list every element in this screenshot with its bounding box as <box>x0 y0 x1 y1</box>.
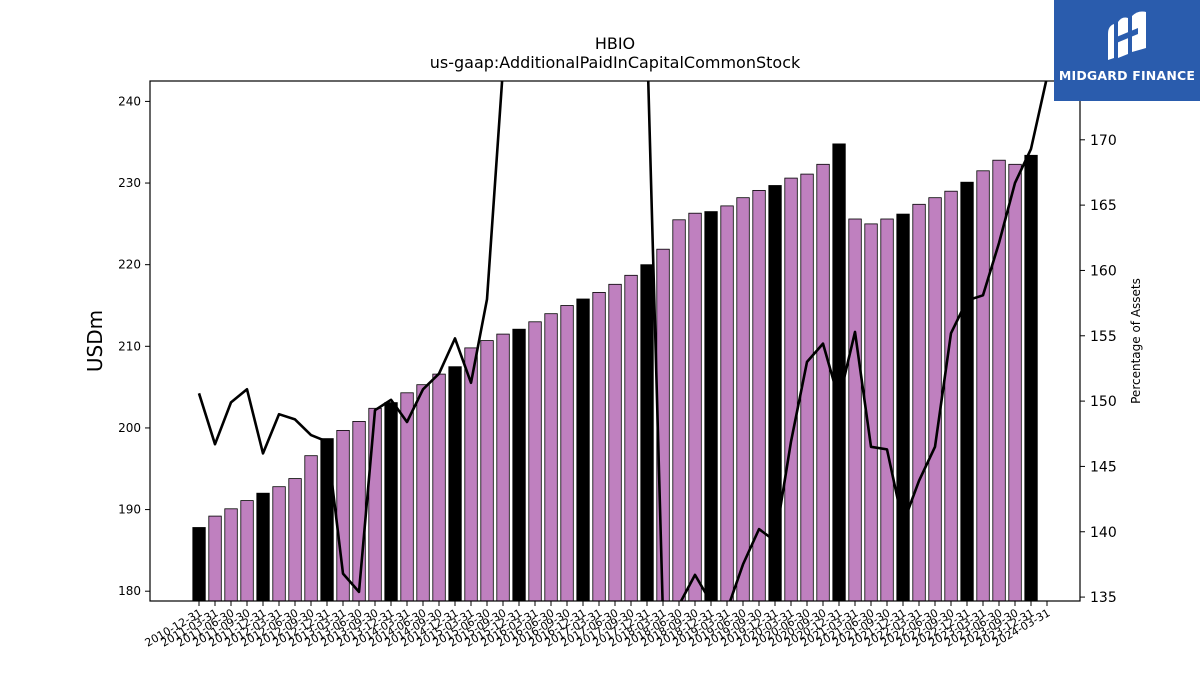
bar <box>240 500 254 602</box>
brand-logo: MIDGARD FINANCE <box>1054 0 1200 101</box>
y-axis-label: USDm <box>83 310 107 372</box>
bar <box>688 212 702 602</box>
axes: 180 190 200 210 220 230 240 135 140 145 150 155 160 1… <box>118 80 1117 650</box>
bar <box>976 170 990 602</box>
bar <box>512 328 526 602</box>
y-tick-label: 230 <box>118 176 141 190</box>
bar <box>928 197 942 602</box>
y-tick-label: 190 <box>118 503 141 517</box>
chart-subtitle: us-gaap:AdditionalPaidInCapitalCommonSto… <box>430 53 801 72</box>
bar <box>448 366 462 602</box>
y-tick-label: 200 <box>118 421 141 435</box>
y-tick-label: 240 <box>118 94 141 108</box>
bar <box>320 438 334 602</box>
bar <box>1024 154 1038 602</box>
bar <box>272 486 286 602</box>
y-tick-label: 210 <box>118 339 141 353</box>
bar <box>960 181 974 602</box>
bar <box>400 392 414 602</box>
bar <box>544 313 558 602</box>
bar <box>256 492 270 602</box>
bar <box>352 420 366 602</box>
bar <box>592 291 606 602</box>
bar <box>480 340 494 602</box>
chart-title: HBIO <box>595 34 635 53</box>
bar <box>736 197 750 602</box>
y2-tick-label: 145 <box>1090 459 1117 475</box>
bar <box>560 305 574 602</box>
y2-axis-label: Percentage of Assets <box>1129 278 1143 404</box>
bar <box>624 274 638 602</box>
bar <box>576 298 590 602</box>
brand-name: MIDGARD FINANCE <box>1058 68 1196 83</box>
bar <box>288 478 302 602</box>
bar <box>832 143 846 602</box>
y2-tick-label: 135 <box>1090 590 1117 606</box>
bar <box>1008 163 1022 602</box>
bar <box>880 218 894 602</box>
bar <box>528 321 542 602</box>
bar <box>464 347 478 602</box>
bar <box>384 402 398 602</box>
bar <box>672 219 686 602</box>
bar <box>896 213 910 602</box>
bar <box>304 455 318 602</box>
bar <box>704 211 718 602</box>
bar <box>368 407 382 602</box>
y2-tick-label: 150 <box>1090 394 1117 410</box>
bar <box>608 283 622 602</box>
y2-tick-label: 140 <box>1090 525 1117 541</box>
brand-mark-icon <box>1108 11 1146 60</box>
y2-tick-label: 165 <box>1090 198 1117 214</box>
bar <box>848 218 862 602</box>
y-tick-label: 180 <box>118 584 141 598</box>
bar <box>192 527 206 602</box>
y2-tick-label: 170 <box>1090 133 1117 149</box>
bar <box>208 515 222 602</box>
percentage-line <box>197 81 1048 601</box>
y2-tick-label: 155 <box>1090 329 1117 345</box>
bar <box>640 264 654 602</box>
bar <box>784 177 798 602</box>
y2-tick-label: 160 <box>1090 263 1117 279</box>
bar <box>224 508 238 602</box>
bar <box>816 163 830 602</box>
bar <box>496 333 510 602</box>
bar <box>432 373 446 602</box>
bars <box>192 143 1038 602</box>
bar <box>912 203 926 602</box>
bar <box>720 205 734 602</box>
series-line <box>197 81 1048 601</box>
y-tick-label: 220 <box>118 258 141 272</box>
bar <box>416 384 430 602</box>
bar <box>944 190 958 602</box>
